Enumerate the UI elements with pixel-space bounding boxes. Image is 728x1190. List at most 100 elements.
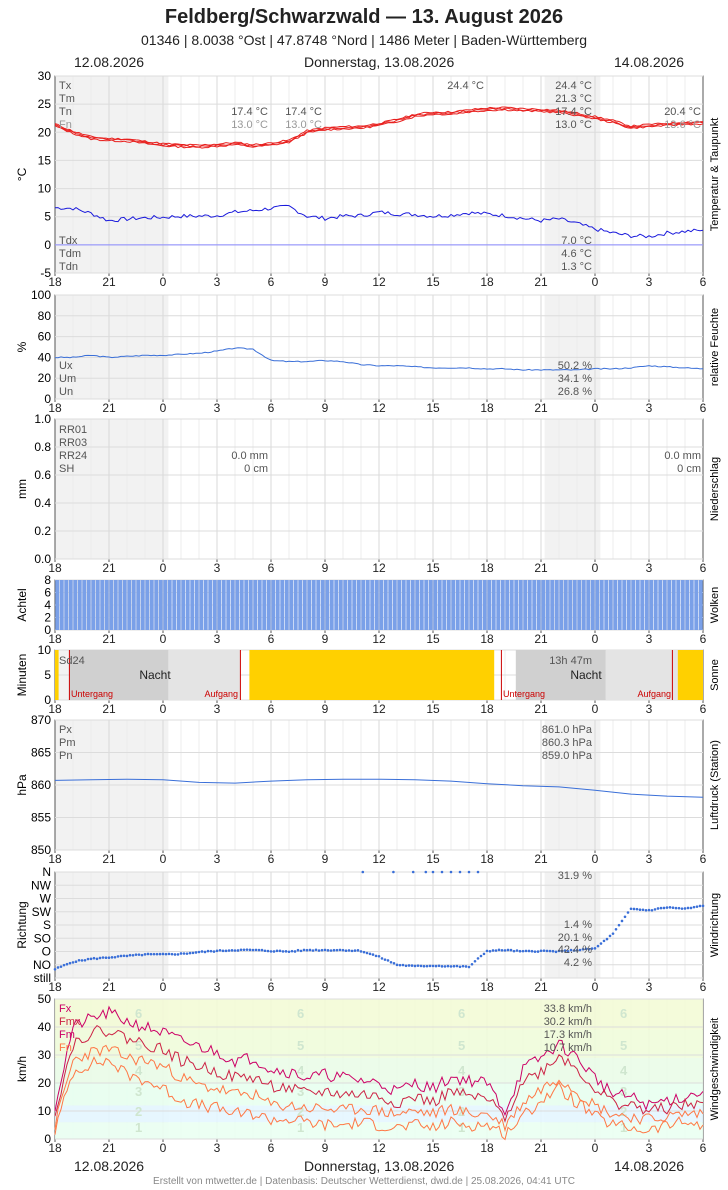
wind-dir-point (65, 962, 69, 966)
y-tick-label: 0 (44, 693, 51, 707)
y-tick-label: still (34, 971, 51, 985)
beaufort-label: 1 (620, 1120, 627, 1135)
x-tick-label: 18 (48, 702, 62, 716)
beaufort-label: 3 (297, 1084, 304, 1099)
cloud-bar (613, 580, 618, 630)
value-label: 0 cm (244, 463, 268, 475)
x-tick-label: 3 (214, 1141, 221, 1155)
cloud-bar (59, 580, 64, 630)
wind-dir-point (218, 948, 222, 952)
value-label: 17.4 °C (285, 106, 322, 118)
night-band (515, 650, 606, 700)
x-tick-label: 3 (214, 561, 221, 575)
cloud-bar (608, 580, 613, 630)
wind-dir-point (143, 953, 147, 956)
value-label: 13.6 °C (664, 119, 701, 131)
cloud-bar (118, 580, 123, 630)
sunrise-label: Aufgang (637, 689, 671, 699)
night-shade (544, 76, 601, 273)
cloud-bar (388, 580, 393, 630)
wind-dir-point (602, 939, 606, 943)
x-tick-label: 6 (268, 980, 275, 994)
cloud-bar (307, 580, 312, 630)
value-label: 20.1 % (558, 932, 592, 944)
wind-dir-point (149, 952, 153, 956)
beaufort-label: 4 (297, 1063, 305, 1078)
cloud-bar (590, 580, 595, 630)
y-tick-label: 0.2 (34, 524, 51, 538)
wind-dir-point (410, 964, 414, 967)
cloud-bar (145, 580, 150, 630)
wind-dir-point (551, 949, 555, 953)
x-tick-label: 3 (646, 980, 653, 994)
y-tick-label: 40 (38, 350, 52, 364)
wind-dir-point (62, 963, 66, 967)
y-tick-label: 1.0 (34, 412, 51, 426)
wind-dir-point (680, 907, 684, 910)
value-label: 1.4 % (564, 919, 592, 931)
y-tick-label: 0 (44, 238, 51, 252)
wind-dir-point (179, 952, 183, 955)
wind-dir-point (449, 870, 453, 874)
wind-dir-point (542, 949, 546, 952)
series-label: Tdx (59, 235, 78, 247)
x-tick-label: 18 (480, 702, 494, 716)
panel-label: Sonne (709, 659, 721, 691)
cloud-bar (86, 580, 91, 630)
y-tick-label: 5 (44, 668, 51, 682)
beaufort-label: 3 (135, 1084, 142, 1099)
cloud-bar (239, 580, 244, 630)
cloud-bar (424, 580, 429, 630)
wind-dir-point (77, 958, 81, 962)
date-right: 14.08.2026 (614, 54, 685, 70)
wind-dir-point (590, 947, 594, 950)
x-tick-label: 0 (160, 632, 167, 646)
wind-dir-point (56, 966, 60, 969)
wind-dir-point (411, 870, 415, 874)
cloud-bar (532, 580, 537, 630)
cloud-bar (370, 580, 375, 630)
cloud-bar (676, 580, 681, 630)
precipitation-panel: 18 21 0 3 6 9 12 15 18 21 0 3 6 mm Niederschlag 0.0 0.2 0… (15, 412, 721, 575)
cloud-bar (658, 580, 663, 630)
y-tick-label: O (42, 945, 51, 959)
cloud-bar (284, 580, 289, 630)
cloud-bar (617, 580, 622, 630)
x-tick-label: 21 (102, 275, 116, 289)
wind-dir-point (617, 923, 621, 927)
series-label: Tdn (59, 261, 78, 273)
wind-dir-point (80, 959, 84, 962)
wind-dir-point (284, 950, 288, 953)
wind-dir-point (329, 949, 333, 952)
cloud-bar (500, 580, 505, 630)
wind-dir-point (470, 962, 474, 966)
x-tick-label: 3 (646, 632, 653, 646)
y-tick-label: 0 (44, 1132, 51, 1146)
wind-dir-point (161, 952, 165, 956)
x-tick-label: 9 (322, 275, 329, 289)
wind-dir-point (209, 949, 213, 953)
x-tick-label: 18 (48, 561, 62, 575)
y-axis-label: % (15, 341, 29, 352)
series-label: Fn (59, 119, 72, 131)
value-label: 17.4 °C (231, 106, 268, 118)
cloud-bar (599, 580, 604, 630)
beaufort-label: 6 (458, 1006, 465, 1021)
x-tick-label: 15 (426, 275, 440, 289)
cloud-bar (73, 580, 78, 630)
value-label: 42.4 % (558, 944, 592, 956)
beaufort-label: 6 (135, 1006, 142, 1021)
beaufort-band (55, 999, 703, 1030)
x-tick-label: 6 (268, 632, 275, 646)
cloud-bar (586, 580, 591, 630)
cloud-bar (77, 580, 82, 630)
wind-dir-point (125, 954, 129, 958)
wind-dir-point (380, 957, 384, 960)
beaufort-label: 5 (135, 1038, 142, 1053)
wind-dir-point (644, 908, 648, 912)
wind-dir-point (341, 948, 345, 952)
series-label: Um (59, 373, 76, 385)
value-label: 859.0 hPa (542, 750, 593, 762)
wind-dir-point (695, 905, 699, 908)
x-tick-label: 9 (322, 632, 329, 646)
